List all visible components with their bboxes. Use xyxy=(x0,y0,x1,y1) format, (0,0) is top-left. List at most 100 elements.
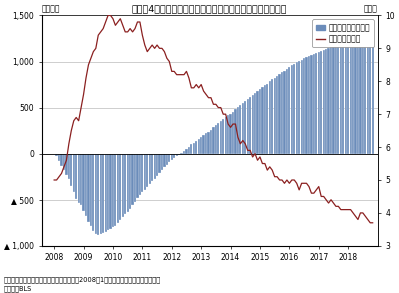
Bar xyxy=(239,105,241,154)
Bar xyxy=(325,49,327,154)
Bar xyxy=(352,39,354,154)
Bar xyxy=(124,154,126,214)
Bar xyxy=(65,154,67,175)
Bar xyxy=(227,115,229,154)
Bar xyxy=(68,154,70,180)
Bar xyxy=(251,95,254,154)
Bar xyxy=(180,153,183,154)
Bar xyxy=(212,127,215,154)
Bar xyxy=(168,154,170,162)
Bar xyxy=(95,154,97,234)
Bar xyxy=(70,154,72,186)
Bar xyxy=(340,44,342,154)
Bar xyxy=(107,154,109,230)
Bar xyxy=(151,154,153,181)
Bar xyxy=(203,135,205,154)
Bar xyxy=(276,76,278,154)
Bar xyxy=(271,79,273,154)
Bar xyxy=(357,37,359,154)
Bar xyxy=(58,154,60,161)
Bar xyxy=(131,154,134,205)
Bar xyxy=(161,154,163,170)
Bar xyxy=(183,151,185,154)
Bar xyxy=(112,154,114,227)
Bar xyxy=(288,67,290,154)
Bar xyxy=(364,34,366,154)
Bar xyxy=(198,139,200,154)
Bar xyxy=(225,117,227,154)
Bar xyxy=(105,154,107,232)
Text: （万人）: （万人） xyxy=(42,4,60,13)
Text: （％）: （％） xyxy=(364,4,377,13)
Bar xyxy=(114,154,117,226)
Bar xyxy=(217,123,219,154)
Bar xyxy=(188,147,190,154)
Bar xyxy=(80,154,82,205)
Bar xyxy=(178,154,180,155)
Bar xyxy=(281,72,283,154)
Bar xyxy=(335,45,337,154)
Bar xyxy=(205,133,207,154)
Bar xyxy=(371,32,374,154)
Bar xyxy=(369,33,371,154)
Bar xyxy=(242,103,244,154)
Bar xyxy=(73,154,75,193)
Bar xyxy=(207,132,209,154)
Bar xyxy=(141,154,144,193)
Bar xyxy=(173,154,175,158)
Bar xyxy=(190,144,192,154)
Bar xyxy=(117,154,119,223)
Bar xyxy=(90,154,92,226)
Bar xyxy=(166,154,168,165)
Bar xyxy=(328,48,330,154)
Bar xyxy=(320,51,322,154)
Bar xyxy=(298,61,300,154)
Bar xyxy=(220,121,222,154)
Bar xyxy=(259,89,261,154)
Bar xyxy=(345,42,347,154)
Bar xyxy=(77,154,80,202)
Bar xyxy=(237,107,239,154)
Bar xyxy=(75,154,77,199)
Bar xyxy=(146,154,148,187)
Bar xyxy=(308,56,310,154)
Bar xyxy=(269,81,271,154)
Bar xyxy=(109,154,112,229)
Bar xyxy=(279,74,280,154)
Bar xyxy=(186,149,188,154)
Bar xyxy=(210,130,212,154)
Bar xyxy=(350,40,352,154)
Bar xyxy=(293,64,295,154)
Bar xyxy=(222,119,224,154)
Bar xyxy=(102,154,104,233)
Bar xyxy=(193,143,195,154)
Bar xyxy=(158,154,161,173)
Bar xyxy=(305,57,308,154)
Bar xyxy=(244,101,246,154)
Bar xyxy=(318,52,320,154)
Bar xyxy=(129,154,131,209)
Bar xyxy=(234,109,237,154)
Bar xyxy=(330,47,332,154)
Bar xyxy=(100,154,102,234)
Bar xyxy=(139,154,141,195)
Bar xyxy=(291,65,293,154)
Bar xyxy=(249,97,251,154)
Bar xyxy=(257,91,259,154)
Bar xyxy=(156,154,158,176)
Bar xyxy=(85,154,87,216)
Text: （注）雇用者数は、金融危機前のピーク（2008年1月）からの累積増加（減少）幅: （注）雇用者数は、金融危機前のピーク（2008年1月）からの累積増加（減少）幅 xyxy=(4,277,161,284)
Bar xyxy=(232,112,234,154)
Bar xyxy=(126,154,129,212)
Bar xyxy=(367,34,369,154)
Bar xyxy=(215,125,217,154)
Bar xyxy=(342,42,344,154)
Bar xyxy=(266,84,269,154)
Bar xyxy=(229,114,232,154)
Bar xyxy=(63,154,65,170)
Bar xyxy=(83,154,85,211)
Bar xyxy=(195,141,198,154)
Legend: 非農業部門雇用者数, 失業率（右軸）: 非農業部門雇用者数, 失業率（右軸） xyxy=(312,19,374,47)
Bar xyxy=(254,93,256,154)
Bar xyxy=(134,154,136,202)
